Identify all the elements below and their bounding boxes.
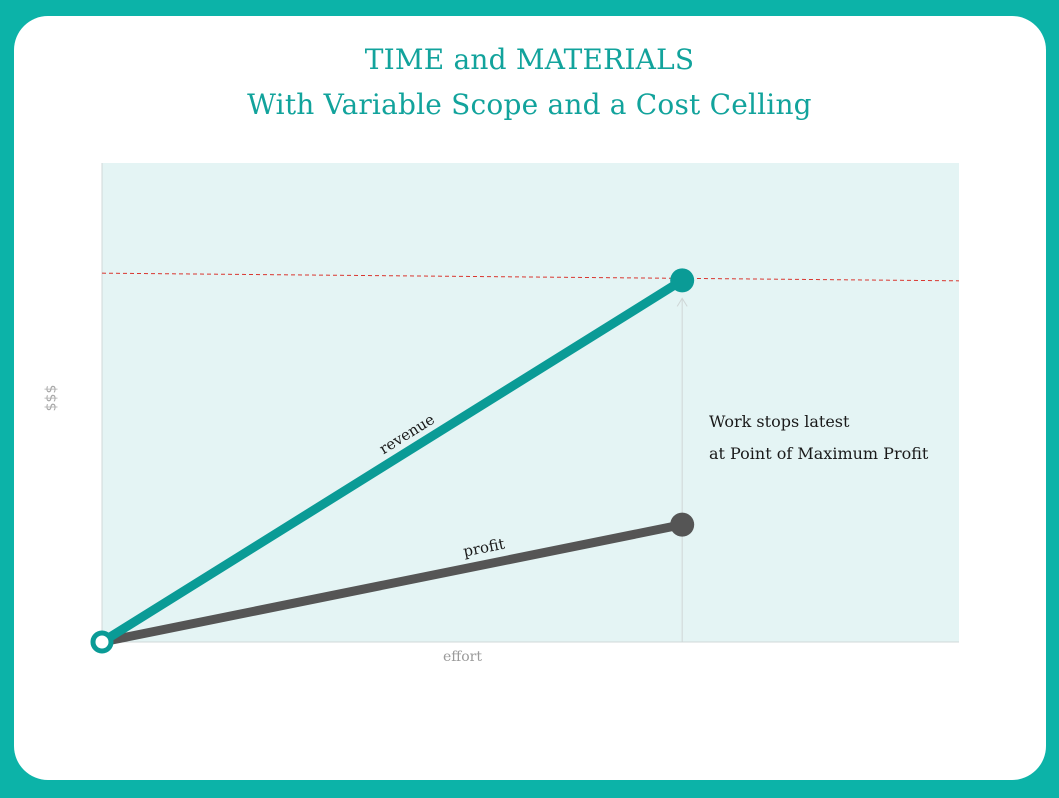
revenue-end-point: [670, 268, 695, 293]
chart-title-line2: With Variable Scope and a Cost Celling: [247, 88, 812, 121]
origin-point: [90, 630, 114, 654]
profit-series-line: [97, 520, 687, 647]
x-axis-label: effort: [443, 649, 482, 665]
annotation-line2: at Point of Maximum Profit: [709, 444, 929, 463]
profit-end-point: [670, 512, 695, 537]
stop-marker-arrowhead: [676, 297, 688, 307]
chart-title-line1: TIME and MATERIALS: [364, 43, 695, 76]
revenue-series-line: [97, 275, 687, 647]
annotation-line1: Work stops latest: [709, 412, 850, 431]
y-axis-label: $$$: [43, 384, 60, 412]
plot-area: [102, 163, 959, 642]
cost-ceiling-line: [101, 272, 960, 282]
